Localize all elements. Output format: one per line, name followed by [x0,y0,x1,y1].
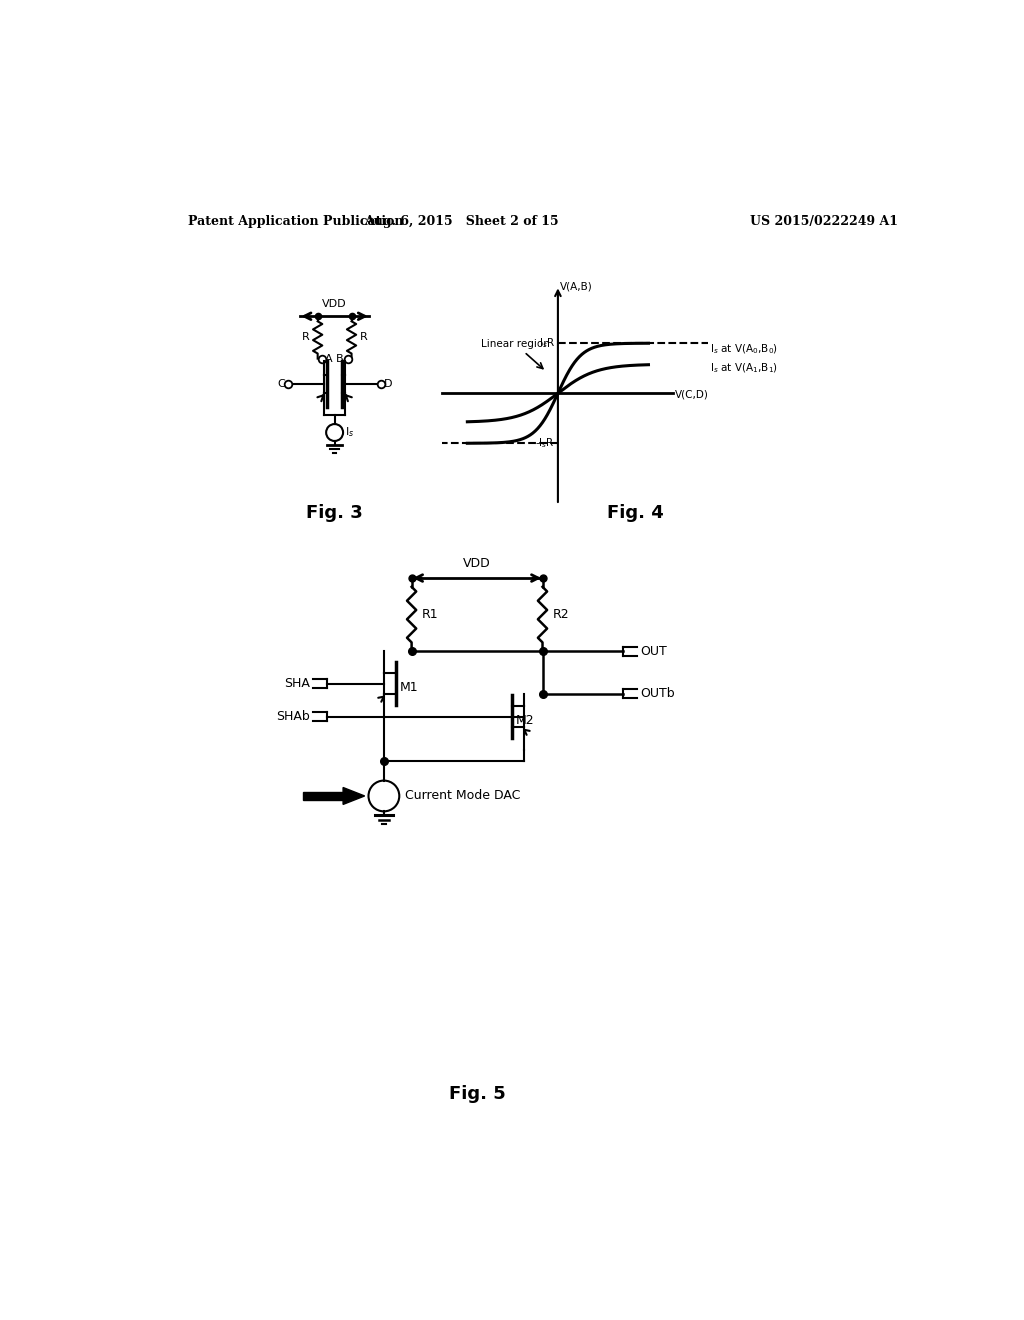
Text: V(C,D): V(C,D) [675,389,709,400]
Text: SHA: SHA [284,677,310,690]
Text: Linear region: Linear region [481,339,550,368]
Text: OUT: OUT [640,644,667,657]
Text: OUTb: OUTb [640,686,675,700]
Text: Fig. 5: Fig. 5 [449,1085,506,1104]
Text: -I$_s$R: -I$_s$R [535,437,555,450]
Text: I$_s$R: I$_s$R [539,337,555,350]
Text: I$_s$: I$_s$ [345,425,354,440]
Polygon shape [343,788,365,804]
Text: Patent Application Publication: Patent Application Publication [188,215,403,228]
Text: Current Mode DAC: Current Mode DAC [406,789,521,803]
Text: B: B [336,354,344,363]
Text: V(A,B): V(A,B) [560,281,593,292]
Text: R: R [360,333,368,342]
Text: D: D [384,379,392,389]
Text: M1: M1 [400,681,419,694]
Text: R: R [301,333,309,342]
Text: A: A [326,354,333,363]
Text: R2: R2 [553,609,569,622]
Text: Aug. 6, 2015   Sheet 2 of 15: Aug. 6, 2015 Sheet 2 of 15 [365,215,559,228]
Text: M2: M2 [515,714,535,727]
Text: VDD: VDD [323,298,347,309]
Text: I$_s$ at V(A$_0$,B$_0$): I$_s$ at V(A$_0$,B$_0$) [711,343,778,356]
Text: Fig. 4: Fig. 4 [606,504,664,521]
Text: VDD: VDD [463,557,490,570]
Text: C: C [278,379,286,389]
Text: R1: R1 [422,609,438,622]
Text: Fig. 3: Fig. 3 [306,504,362,521]
Text: US 2015/0222249 A1: US 2015/0222249 A1 [750,215,898,228]
Text: SHAb: SHAb [276,710,310,723]
Text: I$_s$ at V(A$_1$,B$_1$): I$_s$ at V(A$_1$,B$_1$) [711,362,778,375]
Polygon shape [303,792,343,800]
